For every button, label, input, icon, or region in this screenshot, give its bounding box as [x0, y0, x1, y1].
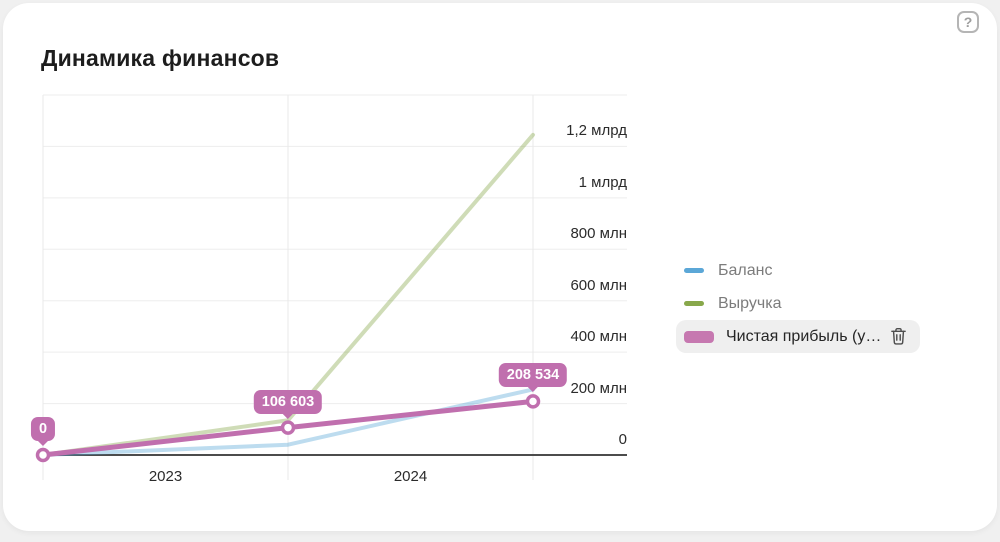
page-title: Динамика финансов: [41, 45, 280, 72]
legend-label: Чистая прибыль (у…: [726, 327, 882, 345]
x-axis-tick-label: 2024: [393, 468, 428, 485]
data-point-marker: [280, 420, 296, 435]
help-button[interactable]: ?: [957, 11, 979, 33]
legend-item-balance[interactable]: Баланс: [676, 254, 920, 287]
legend-item-net-profit[interactable]: Чистая прибыль (у…: [676, 320, 920, 353]
balance-color-swatch: [684, 268, 704, 273]
x-axis-tick-label: 2023: [148, 468, 183, 485]
net-profit-color-swatch: [684, 330, 714, 343]
data-point-marker: [525, 394, 541, 409]
y-axis-tick-label: 400 млн: [570, 328, 627, 346]
question-mark-icon: ?: [963, 14, 973, 30]
trash-icon: [891, 327, 906, 345]
data-point-marker: [35, 447, 51, 463]
y-axis-tick-label: 600 млн: [570, 276, 627, 294]
point-value-badge: 208 534: [498, 363, 568, 388]
y-axis-tick-label: 0: [618, 431, 627, 448]
legend-label: Выручка: [718, 294, 782, 312]
point-value-badge: 106 603: [253, 389, 323, 414]
y-axis-tick-label: 1 млрд: [578, 173, 627, 191]
legend-item-revenue[interactable]: Выручка: [676, 287, 920, 320]
delete-series-button[interactable]: [889, 326, 908, 347]
chart-legend: Баланс Выручка Чистая прибыль (у…: [676, 254, 920, 353]
y-axis-tick-label: 1,2 млрд: [566, 122, 627, 140]
revenue-color-swatch: [684, 301, 704, 306]
y-axis-tick-label: 800 млн: [570, 225, 627, 243]
point-value-badge: 0: [30, 417, 56, 441]
y-axis-tick-label: 200 млн: [570, 379, 627, 397]
legend-label: Баланс: [718, 261, 773, 279]
